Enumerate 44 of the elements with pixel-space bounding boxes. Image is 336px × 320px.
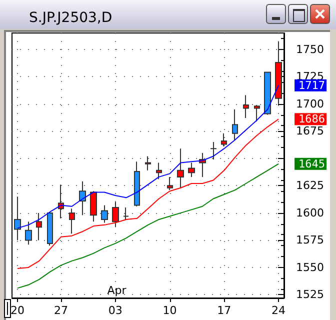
y-tick-label: 1700 xyxy=(296,97,324,110)
y-tick-label: 1625 xyxy=(296,179,324,192)
candlestick xyxy=(177,148,184,188)
data-label: 1645 xyxy=(298,157,326,170)
candlestick xyxy=(79,180,86,216)
annotation: Apr xyxy=(107,284,127,297)
candlestick xyxy=(58,184,64,219)
y-tick-label: 1575 xyxy=(296,234,324,247)
candlestick xyxy=(134,161,140,207)
x-tick-label: 20 xyxy=(10,304,24,317)
candlestick xyxy=(123,206,129,220)
candlestick xyxy=(221,132,227,147)
candlestick xyxy=(188,162,195,178)
candlestick xyxy=(69,208,75,234)
line-series xyxy=(16,118,280,270)
x-tick-label: 03 xyxy=(108,304,122,317)
candlestick xyxy=(47,212,53,246)
y-tick-label: 1525 xyxy=(296,288,324,302)
y-tick-label: 1675 xyxy=(296,124,324,138)
data-label: 1686 xyxy=(298,112,326,126)
candlestick xyxy=(167,176,173,191)
candlestick xyxy=(90,192,97,222)
candlestick xyxy=(112,202,119,228)
candlestick xyxy=(264,72,271,116)
candlestick xyxy=(101,204,108,224)
candlestick xyxy=(145,156,151,171)
chart-title: S.JP.J2503,D xyxy=(29,10,112,26)
x-tick-label: 17 xyxy=(217,304,232,317)
candlestick xyxy=(25,221,32,246)
candlestick xyxy=(14,196,21,241)
candlestick xyxy=(232,108,238,140)
candlestick xyxy=(210,142,217,160)
data-label: 1717 xyxy=(298,78,326,92)
candlestick xyxy=(243,94,249,119)
y-tick-label: 1600 xyxy=(296,206,324,220)
y-tick-label: 1750 xyxy=(296,42,324,56)
line-series xyxy=(16,84,280,229)
y-tick-label: 1550 xyxy=(296,260,324,274)
candlestick xyxy=(36,212,42,241)
candlestick xyxy=(156,162,162,180)
candlestick xyxy=(254,104,260,122)
x-tick-label: 24 xyxy=(272,304,286,317)
x-tick-label: 27 xyxy=(54,304,68,317)
x-tick-label: 10 xyxy=(162,304,177,317)
